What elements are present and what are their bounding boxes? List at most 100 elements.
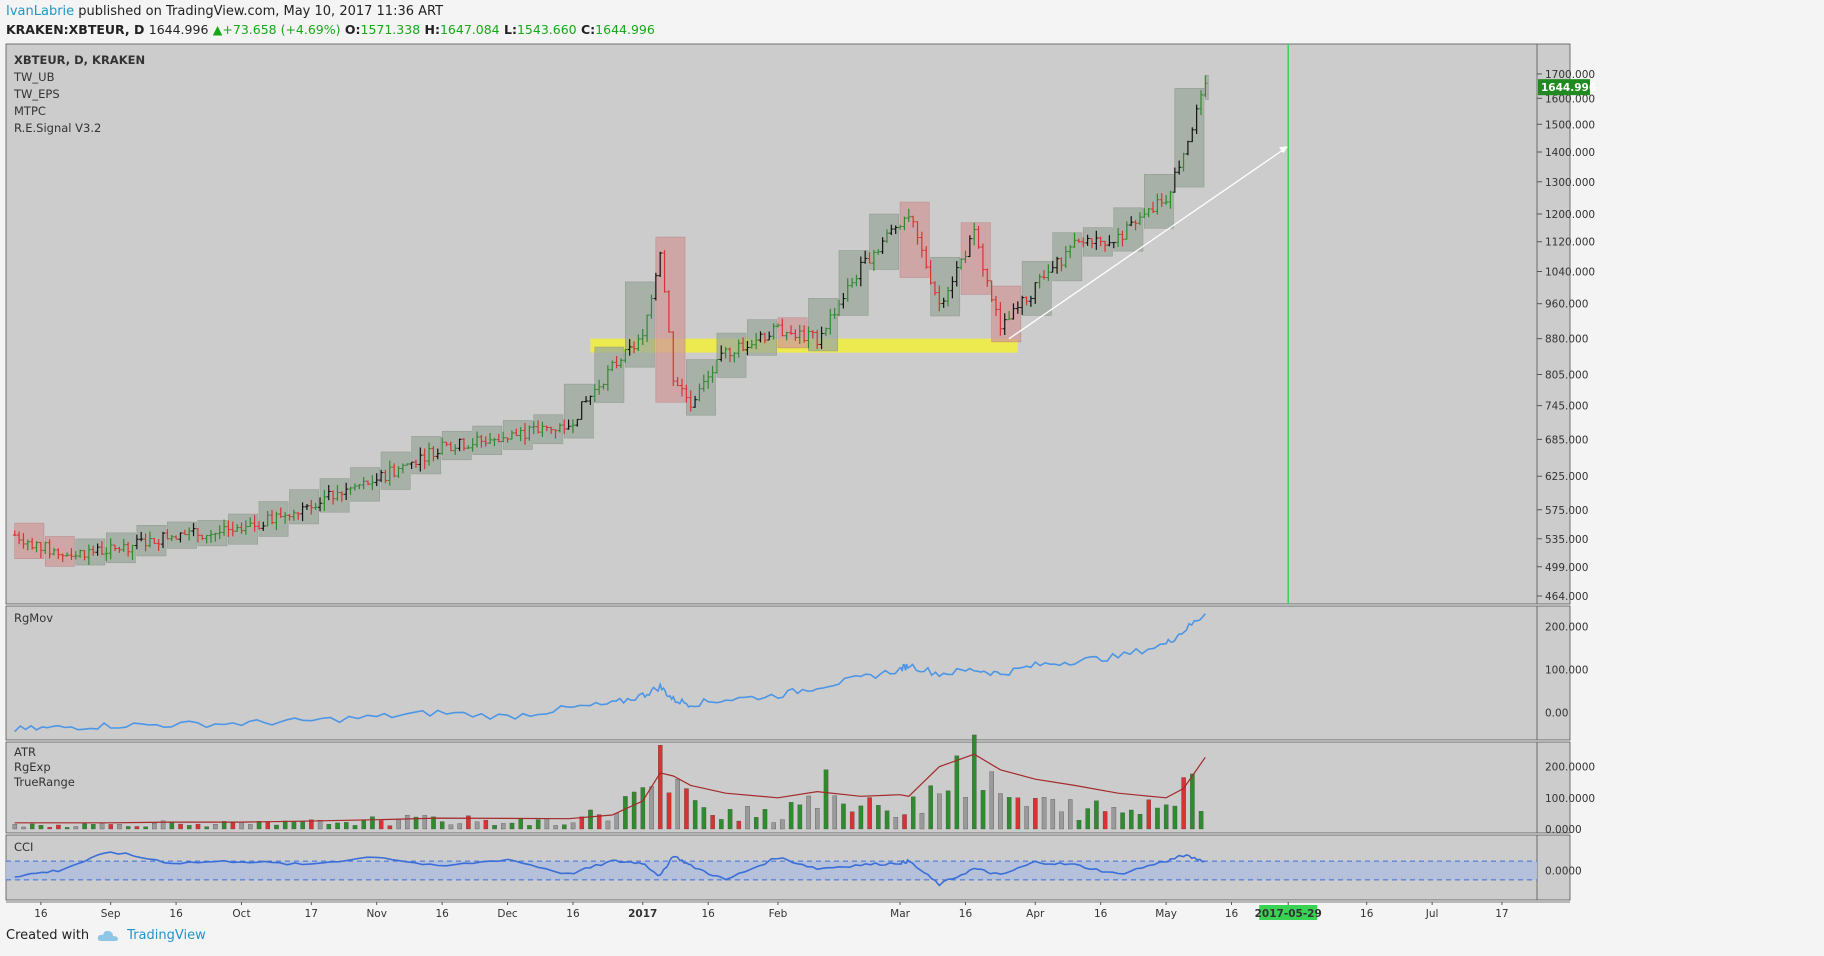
true-range-bar <box>344 822 349 830</box>
true-range-bar <box>352 825 358 830</box>
x-tick-label: 2017 <box>628 908 657 920</box>
time-axis[interactable]: 16 Sep 16 Oct 17 Nov 16 Dec 16 2017 16 Feb Mar 16 Apr 1… <box>6 901 1570 920</box>
true-range-bar <box>501 823 506 830</box>
true-range-bar <box>945 790 951 830</box>
true-range-bar <box>771 822 776 830</box>
y-tick-label: 1200.000 <box>1545 209 1595 221</box>
true-range-bar <box>562 824 567 830</box>
y-tick-label: 0.00 <box>1545 708 1568 720</box>
true-range-bar <box>553 825 558 830</box>
true-range-bar <box>1041 797 1047 830</box>
true-range-bar <box>73 826 79 830</box>
true-range-bar <box>256 821 262 830</box>
true-range-bar <box>38 825 44 830</box>
true-range-bar <box>1155 807 1160 830</box>
true-range-bar <box>893 817 899 830</box>
true-range-bar <box>998 793 1003 830</box>
high-label: H: <box>424 22 440 37</box>
true-range-bar <box>169 822 175 830</box>
true-range-bar <box>474 821 480 830</box>
tradingview-link[interactable]: TradingView <box>127 928 206 943</box>
true-range-bar <box>448 824 454 830</box>
created-with-label: Created with <box>6 928 90 943</box>
chart-canvas[interactable]: 1700.000 1600.000 1500.000 1400.000 1300.000… <box>0 0 1824 920</box>
x-tick-label: Feb <box>769 908 788 920</box>
true-range-bar <box>309 819 314 830</box>
true-range-bar <box>876 805 881 830</box>
true-range-bar <box>937 793 942 830</box>
trend-arrow-line <box>1008 145 1289 340</box>
y-tick-label: 1600.000 <box>1545 93 1595 105</box>
true-range-bar <box>1094 800 1099 830</box>
true-range-bar <box>535 819 541 830</box>
true-range-bar <box>108 824 114 830</box>
true-range-bar <box>727 809 733 830</box>
true-range-bar <box>483 819 489 830</box>
y-tick-label: 805.000 <box>1545 369 1588 381</box>
x-tick-label: 16 <box>169 908 183 920</box>
bullish-range-box <box>808 298 838 352</box>
x-tick-label: Jul <box>1425 908 1439 920</box>
true-range-bar <box>1006 797 1012 830</box>
true-range-bar <box>99 822 105 830</box>
true-range-bar <box>640 787 646 830</box>
last-price-tag <box>1538 79 1590 96</box>
open-label: O: <box>344 22 361 37</box>
true-range-bar <box>47 827 52 830</box>
true-range-bar <box>806 795 811 830</box>
true-range-bar <box>439 821 445 830</box>
y-tick-label: 0.0000 <box>1545 866 1582 878</box>
true-range-bar <box>736 820 742 830</box>
true-range-bar <box>623 796 628 830</box>
atr-line <box>14 753 1206 824</box>
true-range-bar <box>972 734 977 830</box>
true-range-bar <box>902 814 907 830</box>
x-tick-label: Dec <box>497 908 518 920</box>
cci-band <box>6 861 1537 880</box>
true-range-bar <box>849 811 855 830</box>
x-tick-label: 16 <box>1094 908 1108 920</box>
x-tick-label: May <box>1155 908 1177 920</box>
true-range-bar <box>666 792 672 830</box>
indicator-label: MTPC <box>14 104 46 118</box>
true-range-bar <box>884 810 890 830</box>
y-tick-label: 200.0000 <box>1545 762 1595 774</box>
last-price-tag-label: 1644.996 <box>1541 82 1596 94</box>
true-range-bar <box>570 822 576 830</box>
price-panel[interactable]: 1700.000 1600.000 1500.000 1400.000 1300.000… <box>5 43 1596 605</box>
true-range-bar <box>797 804 803 830</box>
indicator-label: TW_UB <box>13 70 55 84</box>
true-range-bar <box>300 821 305 830</box>
true-range-bar <box>143 826 148 830</box>
true-range-bar <box>1198 811 1204 830</box>
author-link[interactable]: IvanLabrie <box>6 4 75 19</box>
y-tick-label: 535.000 <box>1545 534 1588 546</box>
true-range-bar <box>1102 811 1108 830</box>
high-value: 1647.084 <box>439 22 500 37</box>
open-value: 1571.338 <box>360 22 421 37</box>
x-tick-label: 17 <box>305 908 318 920</box>
x-tick-label: 16 <box>1360 908 1374 920</box>
true-range-bar <box>91 824 96 830</box>
true-range-bar <box>579 816 585 830</box>
up-arrow-icon: ▲ <box>212 22 223 37</box>
true-range-bar <box>405 814 410 830</box>
y-tick-label: 1400.000 <box>1545 147 1595 159</box>
y-tick-label: 1120.000 <box>1545 237 1595 249</box>
true-range-bar <box>213 824 218 830</box>
true-range-bar <box>274 824 279 830</box>
indicator-label: TW_EPS <box>13 87 60 101</box>
cci-panel[interactable]: 0.0000 CCI <box>5 834 1582 901</box>
true-range-bar <box>361 819 366 830</box>
bullish-range-box <box>747 319 777 356</box>
x-tick-label: 16 <box>566 908 580 920</box>
y-tick-label: 0.0000 <box>1545 824 1582 836</box>
rgmov-panel[interactable]: 200.000 100.000 0.00 RgMov <box>5 605 1588 741</box>
true-range-bar <box>291 821 297 830</box>
true-range-bar <box>1085 808 1090 830</box>
true-range-bar <box>658 745 663 830</box>
true-range-bar <box>204 826 209 830</box>
true-range-bar <box>527 825 532 830</box>
true-range-bar <box>82 823 87 830</box>
